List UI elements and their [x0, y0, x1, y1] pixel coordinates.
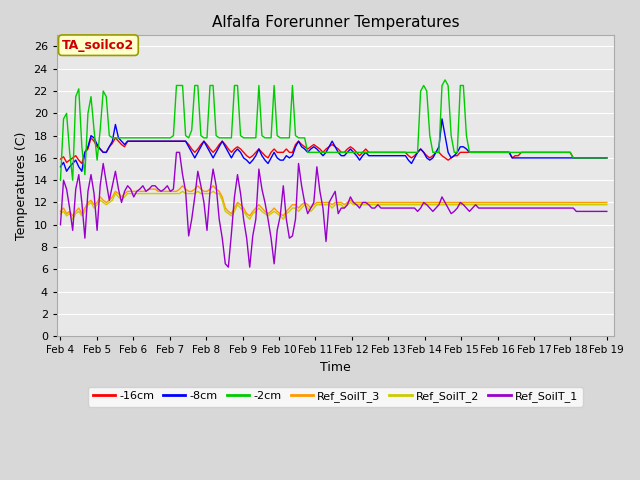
- Y-axis label: Temperatures (C): Temperatures (C): [15, 132, 28, 240]
- Title: Alfalfa Forerunner Temperatures: Alfalfa Forerunner Temperatures: [212, 15, 460, 30]
- Text: TA_soilco2: TA_soilco2: [62, 39, 134, 52]
- Legend: -16cm, -8cm, -2cm, Ref_SoilT_3, Ref_SoilT_2, Ref_SoilT_1: -16cm, -8cm, -2cm, Ref_SoilT_3, Ref_Soil…: [88, 387, 582, 407]
- X-axis label: Time: Time: [320, 361, 351, 374]
